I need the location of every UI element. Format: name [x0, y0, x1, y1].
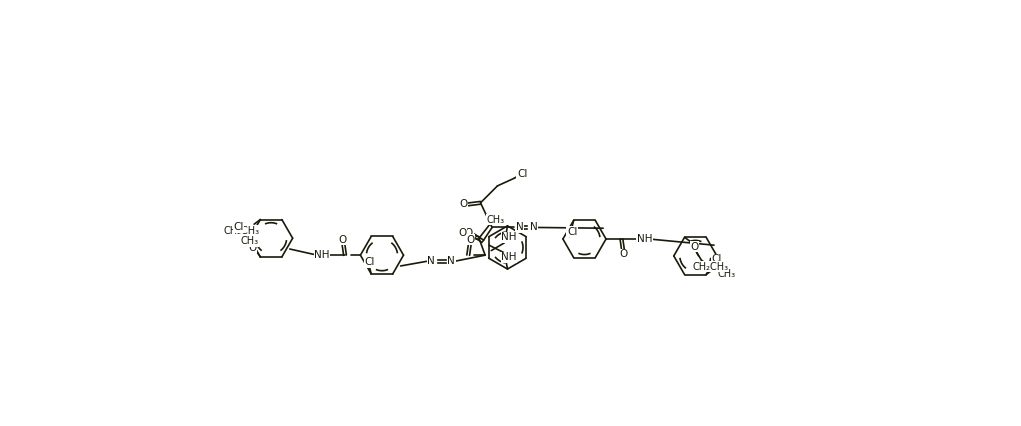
Text: O: O: [690, 242, 698, 251]
Text: Cl: Cl: [517, 169, 527, 178]
Text: CH₃: CH₃: [487, 215, 505, 225]
Text: NH: NH: [314, 250, 330, 260]
Text: Cl: Cl: [712, 254, 722, 264]
Text: CH₂CH₃: CH₂CH₃: [224, 226, 260, 236]
Text: Cl: Cl: [234, 222, 244, 232]
Text: CH₃: CH₃: [717, 269, 735, 279]
Text: O: O: [248, 243, 256, 253]
Text: NH: NH: [501, 233, 517, 242]
Text: N: N: [516, 222, 524, 233]
Text: CH₃: CH₃: [241, 236, 258, 246]
Text: Cl: Cl: [364, 257, 375, 267]
Text: O: O: [459, 199, 468, 209]
Text: O: O: [467, 235, 475, 245]
Text: CH₂CH₃: CH₂CH₃: [692, 262, 729, 271]
Text: N: N: [428, 256, 435, 266]
Text: O: O: [620, 249, 628, 259]
Text: NH: NH: [501, 253, 517, 262]
Text: N: N: [447, 256, 455, 266]
Text: O: O: [458, 228, 467, 238]
Text: O: O: [465, 228, 473, 238]
Text: O: O: [339, 235, 347, 245]
Text: NH: NH: [637, 234, 652, 244]
Text: Cl: Cl: [567, 227, 577, 237]
Text: N: N: [530, 222, 537, 233]
